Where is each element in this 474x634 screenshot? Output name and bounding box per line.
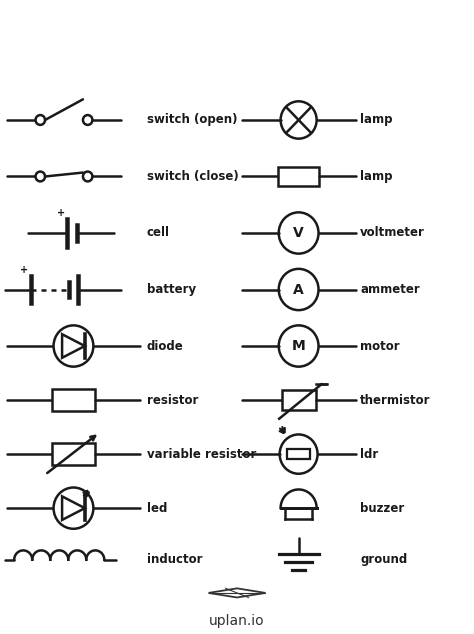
Circle shape (83, 115, 92, 125)
Text: cell: cell (147, 226, 170, 240)
Text: led: led (147, 501, 167, 515)
Text: inductor: inductor (147, 553, 202, 566)
Text: V: V (293, 226, 304, 240)
Text: ldr: ldr (360, 448, 379, 461)
Text: lamp: lamp (360, 170, 393, 183)
Text: +: + (56, 208, 65, 218)
Text: M: M (292, 339, 306, 353)
Text: switch (open): switch (open) (147, 113, 237, 127)
Circle shape (54, 488, 93, 529)
Bar (282, 390, 316, 410)
Text: thermistor: thermistor (360, 394, 431, 406)
Text: motor: motor (360, 339, 400, 353)
Bar (279, 167, 319, 186)
Bar (52, 389, 95, 411)
Circle shape (281, 101, 317, 139)
Text: switch (close): switch (close) (147, 170, 239, 183)
Circle shape (279, 269, 319, 310)
Circle shape (36, 115, 45, 125)
Polygon shape (62, 496, 85, 520)
Text: buzzer: buzzer (360, 501, 404, 515)
Bar (52, 443, 95, 465)
Text: uplan.io: uplan.io (209, 614, 265, 628)
Text: lamp: lamp (360, 113, 393, 127)
Text: diode: diode (147, 339, 184, 353)
Text: variable resistor: variable resistor (147, 448, 256, 461)
Polygon shape (62, 334, 85, 358)
Circle shape (279, 325, 319, 366)
Bar (287, 449, 310, 459)
Text: ammeter: ammeter (360, 283, 420, 296)
Text: ground: ground (360, 553, 408, 566)
Polygon shape (209, 588, 265, 597)
Circle shape (36, 172, 45, 181)
Circle shape (279, 212, 319, 254)
Text: voltmeter: voltmeter (360, 226, 425, 240)
Text: resistor: resistor (147, 394, 198, 406)
Circle shape (83, 172, 92, 181)
Text: Electrical circuit symbols: Electrical circuit symbols (70, 31, 404, 55)
Text: +: + (19, 265, 28, 275)
Circle shape (280, 434, 318, 474)
Circle shape (54, 325, 93, 366)
Text: battery: battery (147, 283, 196, 296)
Text: A: A (293, 283, 304, 297)
